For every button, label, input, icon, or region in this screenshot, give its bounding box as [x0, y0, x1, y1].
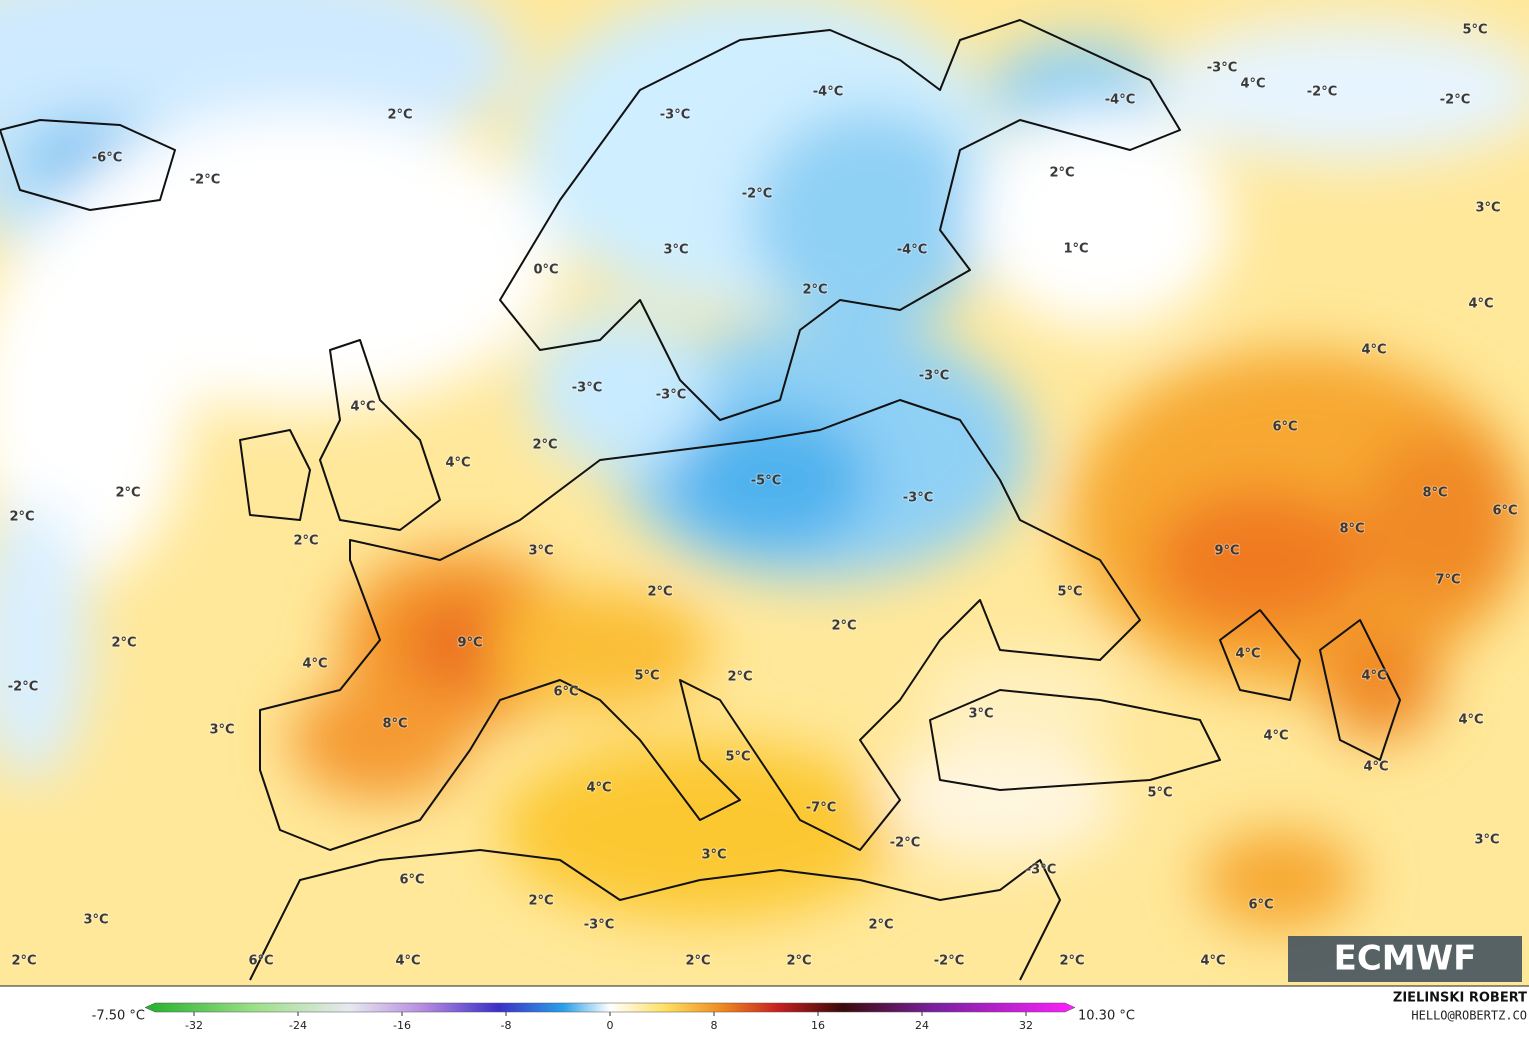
temperature-label: -4°C [813, 85, 843, 100]
temperature-label: 3°C [1475, 201, 1500, 216]
colorbar: -32 -24 -16 -8 0 8 16 24 32 [144, 1002, 1076, 1032]
temperature-label: 2°C [727, 670, 752, 685]
temperature-label: -3°C [903, 491, 933, 506]
temperature-label: 3°C [83, 913, 108, 928]
temperature-label: 4°C [1200, 954, 1225, 969]
colorbar-min-label: -7.50 °C [92, 1009, 145, 1024]
temperature-label: -6°C [92, 151, 122, 166]
temperature-label: 6°C [553, 685, 578, 700]
colorbar-body [144, 1002, 1076, 1013]
temperature-label: 4°C [586, 781, 611, 796]
temperature-label: 2°C [532, 438, 557, 453]
credit-email: HELLO@ROBERTZ.CO [1411, 1009, 1527, 1023]
temperature-label: 4°C [1263, 729, 1288, 744]
temperature-label: 6°C [1492, 504, 1517, 519]
temperature-label: 4°C [1361, 669, 1386, 684]
temperature-label: 2°C [685, 954, 710, 969]
temperature-label: -3°C [1207, 61, 1237, 76]
colorbar-tick-label: 24 [915, 1019, 929, 1032]
temperature-label: 7°C [1435, 573, 1460, 588]
temperature-label: 9°C [457, 636, 482, 651]
temperature-label: 4°C [1363, 760, 1388, 775]
temperature-label: 4°C [350, 400, 375, 415]
temperature-label: -5°C [751, 474, 781, 489]
temperature-label: 4°C [1458, 713, 1483, 728]
temperature-label: 3°C [663, 243, 688, 258]
temperature-label: 2°C [528, 894, 553, 909]
temperature-label: -2°C [1307, 85, 1337, 100]
temperature-label: 2°C [387, 108, 412, 123]
temperature-label: 6°C [1272, 420, 1297, 435]
temperature-label: -2°C [742, 187, 772, 202]
temperature-label: -2°C [8, 680, 38, 695]
map-field: ECMWF [0, 0, 1529, 986]
temperature-label: -2°C [190, 173, 220, 188]
colorbar-tick-label: -24 [289, 1019, 307, 1032]
temperature-label: -2°C [890, 836, 920, 851]
temperature-labels: 2°C-6°C-2°C-3°C-4°C-4°C-3°C4°C-2°C-2°C5°… [7, 22, 1519, 970]
temperature-label: 2°C [1049, 166, 1074, 181]
colorbar-tick-label: -8 [501, 1019, 512, 1032]
colorbar-tick-label: 16 [811, 1019, 825, 1032]
temperature-label: 2°C [115, 486, 140, 501]
temperature-label: -3°C [919, 369, 949, 384]
temperature-label: -2°C [1440, 93, 1470, 108]
temperature-label: 2°C [11, 954, 36, 969]
temperature-label: 4°C [445, 456, 470, 471]
temperature-label: 3°C [528, 544, 553, 559]
temperature-label: 2°C [831, 619, 856, 634]
temperature-label: 5°C [634, 669, 659, 684]
colorbar-tick-label: 32 [1019, 1019, 1033, 1032]
temperature-label: -2°C [934, 954, 964, 969]
logo: ECMWF [1334, 939, 1477, 979]
temperature-label: -4°C [1105, 93, 1135, 108]
temperature-label: 3°C [209, 723, 234, 738]
temperature-label: 4°C [302, 657, 327, 672]
temperature-label: 4°C [1235, 647, 1260, 662]
temperature-label: 2°C [786, 954, 811, 969]
temperature-label: 2°C [111, 636, 136, 651]
temperature-label: 2°C [647, 585, 672, 600]
temperature-label: 2°C [1059, 954, 1084, 969]
temperature-label: -3°C [572, 381, 602, 396]
colorbar-tick-label: -16 [393, 1019, 411, 1032]
temperature-label: 8°C [1339, 522, 1364, 537]
temperature-label: 5°C [1057, 585, 1082, 600]
temperature-label: 2°C [9, 510, 34, 525]
temperature-label: -3°C [1026, 863, 1056, 878]
colorbar-tick-label: -32 [185, 1019, 203, 1032]
temperature-label: 6°C [399, 873, 424, 888]
temperature-label: 2°C [293, 534, 318, 549]
temperature-label: 3°C [701, 848, 726, 863]
temperature-label: 6°C [1248, 898, 1273, 913]
temperature-label: 2°C [868, 918, 893, 933]
temperature-label: 8°C [382, 717, 407, 732]
logo-box [1288, 936, 1522, 982]
temperature-label: 9°C [1214, 544, 1239, 559]
temperature-label: 4°C [1361, 343, 1386, 358]
temperature-label: 6°C [248, 954, 273, 969]
temperature-label: 3°C [968, 707, 993, 722]
temperature-label: 5°C [1462, 23, 1487, 38]
temperature-label: 5°C [1147, 786, 1172, 801]
temperature-label: 4°C [1240, 77, 1265, 92]
temperature-label: 4°C [1468, 297, 1493, 312]
temperature-label: 1°C [1063, 242, 1088, 257]
temperature-label: -3°C [660, 108, 690, 123]
temperature-label: -4°C [897, 243, 927, 258]
credit-author: ZIELINSKI ROBERT [1393, 991, 1527, 1006]
temperature-label: 3°C [1474, 833, 1499, 848]
temperature-label: 0°C [533, 263, 558, 278]
temperature-label: -3°C [584, 918, 614, 933]
temperature-label: 4°C [395, 954, 420, 969]
colorbar-max-label: 10.30 °C [1078, 1009, 1135, 1024]
colorbar-tick-label: 0 [607, 1019, 614, 1032]
temperature-label: -7°C [806, 801, 836, 816]
colorbar-tick-label: 8 [711, 1019, 718, 1032]
temperature-label: 8°C [1422, 486, 1447, 501]
temperature-label: -3°C [656, 388, 686, 403]
temperature-label: 5°C [725, 750, 750, 765]
temperature-label: 2°C [802, 283, 827, 298]
